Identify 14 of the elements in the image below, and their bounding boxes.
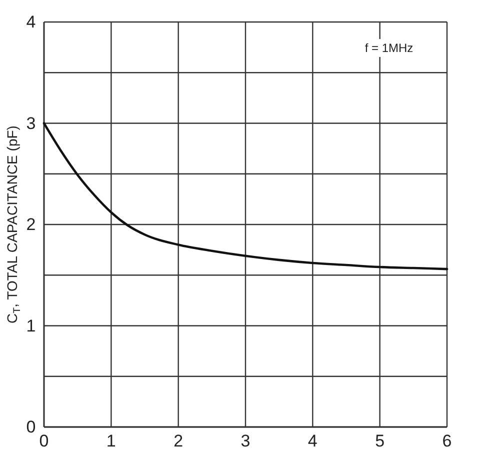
annotation: f = 1MHz xyxy=(364,41,414,55)
x-tick-label: 6 xyxy=(442,432,452,450)
x-tick-label: 1 xyxy=(106,432,116,450)
y-tick-label: 4 xyxy=(26,12,36,32)
y-tick-label: 3 xyxy=(26,114,36,133)
x-tick-label: 0 xyxy=(39,432,49,450)
x-tick-label: 3 xyxy=(240,432,250,450)
y-tick-label: 2 xyxy=(26,215,36,234)
line-series xyxy=(42,122,448,270)
x-tick-label: 2 xyxy=(174,432,184,450)
x-tick-label: 4 xyxy=(308,432,318,450)
x-tick-label: 5 xyxy=(375,432,385,450)
y-tick-label: 0 xyxy=(26,418,36,436)
y-tick-label: 1 xyxy=(26,316,36,336)
